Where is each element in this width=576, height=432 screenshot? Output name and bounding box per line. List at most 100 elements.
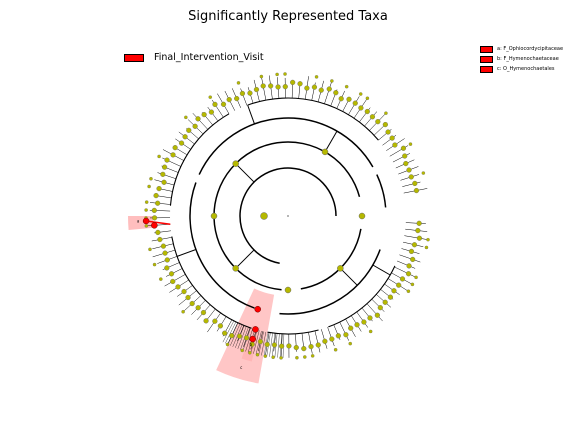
leaf-branch xyxy=(261,77,267,101)
leaf-node xyxy=(421,171,426,175)
leaf-node xyxy=(408,142,413,146)
taxa-legend-label: b: F_Hymenochaetaceae xyxy=(497,56,559,62)
clade-spoke xyxy=(235,249,255,269)
taxon-node xyxy=(382,121,388,128)
taxon-node xyxy=(170,152,176,158)
leaf-branch xyxy=(308,332,313,354)
leaf-node xyxy=(248,351,252,355)
clade-label: a xyxy=(137,219,140,224)
leaf-node xyxy=(365,96,370,101)
leaf-branch xyxy=(149,202,171,205)
taxon-node xyxy=(410,256,416,263)
leaf-node xyxy=(152,262,157,267)
taxon-node xyxy=(182,134,188,140)
highlighted-node xyxy=(252,326,259,333)
taxa-legend-label: a: F_Ophiocordycipitaceae xyxy=(497,46,564,52)
taxon-node xyxy=(400,145,407,151)
leaf-node xyxy=(271,355,275,359)
clade-arc xyxy=(239,167,337,265)
taxon-node xyxy=(387,294,394,300)
leaf-node xyxy=(159,277,163,281)
taxon-node xyxy=(402,153,408,159)
leaf-branch xyxy=(394,266,416,278)
group-legend-swatch xyxy=(124,53,144,62)
leaf-node xyxy=(426,237,430,242)
taxon-node xyxy=(406,263,412,269)
leaf-branch xyxy=(405,222,426,224)
taxon-node xyxy=(377,305,383,311)
taxon-node xyxy=(195,305,201,311)
leaf-node xyxy=(406,289,411,293)
leaf-node xyxy=(149,177,153,181)
leaf-branch xyxy=(364,111,378,127)
taxon-node xyxy=(382,299,388,305)
leaf-branch xyxy=(356,311,369,328)
taxon-node xyxy=(157,236,163,243)
taxon-node xyxy=(175,284,181,290)
leaf-branch xyxy=(269,332,273,357)
taxon-node xyxy=(156,185,162,192)
leaf-branch xyxy=(157,172,177,179)
taxon-node xyxy=(178,140,185,146)
taxon-node xyxy=(234,95,240,102)
taxa-legend: a: F_Ophiocordycipitaceae b: F_Hymenocha… xyxy=(480,44,563,74)
leaf-branch xyxy=(397,260,416,269)
leaf-branch xyxy=(371,298,385,312)
taxon-node xyxy=(217,323,224,329)
leaf-node xyxy=(184,115,188,120)
taxon-node xyxy=(279,343,285,349)
taxon-node xyxy=(226,96,232,103)
taxon-node xyxy=(282,84,288,90)
taxon-node xyxy=(239,90,246,97)
taxon-node xyxy=(311,84,318,90)
taxa-legend-label: c: O_Hymenochaetales xyxy=(497,66,555,72)
leaf-node xyxy=(295,355,299,360)
taxon-node xyxy=(247,90,253,96)
taxon-node xyxy=(160,243,167,249)
leaf-node xyxy=(424,245,429,250)
clade-arc xyxy=(376,174,387,208)
leaf-node xyxy=(384,111,388,115)
taxon-node xyxy=(264,341,270,348)
taxon-node xyxy=(385,129,391,135)
taxon-node xyxy=(208,109,215,115)
clade-spoke xyxy=(235,163,255,183)
clade-label: c xyxy=(240,365,242,370)
leaf-node xyxy=(283,72,287,76)
taxon-node xyxy=(413,187,420,194)
taxon-node xyxy=(170,278,176,285)
taxa-legend-swatch xyxy=(480,45,493,53)
taxon-node xyxy=(391,288,397,294)
taxon-node xyxy=(286,343,292,349)
taxon-node xyxy=(268,83,274,89)
taxon-node xyxy=(293,344,299,351)
taxon-node xyxy=(343,332,349,338)
leaf-branch xyxy=(399,254,421,263)
leaf-node xyxy=(414,275,418,280)
leaf-branch xyxy=(366,303,383,322)
leaf-node xyxy=(330,79,334,83)
taxon-node xyxy=(229,333,235,339)
clade-arc xyxy=(169,113,230,206)
taxon-node xyxy=(155,200,161,206)
taxon-node xyxy=(192,123,198,129)
leaf-branch xyxy=(253,330,260,354)
leaf-node xyxy=(314,75,319,79)
taxon-node xyxy=(411,242,418,248)
taxon-node xyxy=(212,318,218,324)
leaf-node xyxy=(255,352,260,357)
leaf-node xyxy=(225,342,230,347)
taxa-legend-item: b: F_Hymenochaetaceae xyxy=(480,54,563,64)
leaf-node xyxy=(410,282,415,287)
highlighted-node xyxy=(254,305,261,313)
taxon-node xyxy=(406,167,412,173)
taxon-node xyxy=(275,84,281,90)
leaf-branch xyxy=(277,333,280,358)
leaf-node xyxy=(358,92,363,96)
leaf-node xyxy=(348,341,352,346)
taxon-node xyxy=(297,81,303,87)
taxon-node xyxy=(403,160,409,167)
taxon-node xyxy=(304,85,310,91)
taxon-node xyxy=(155,229,161,236)
